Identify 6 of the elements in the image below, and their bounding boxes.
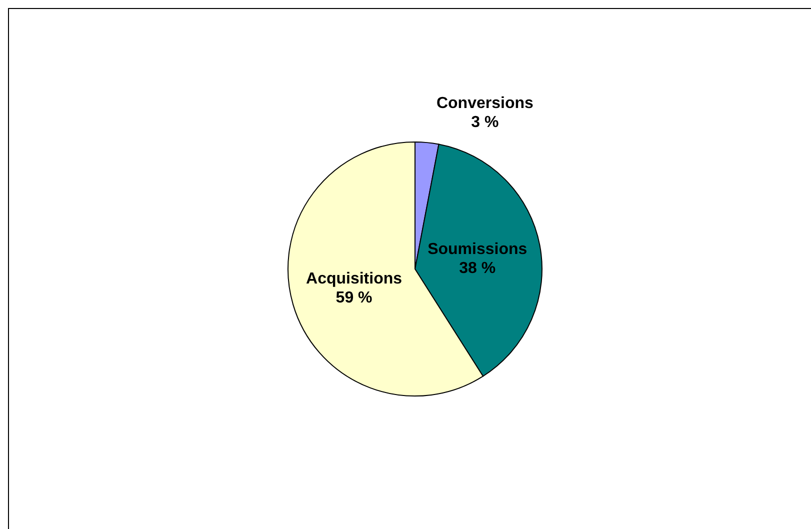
data-label: 3 % (471, 114, 499, 131)
slice-label: Soumissions (428, 240, 528, 258)
slice-label: Conversions (436, 94, 534, 112)
data-label: 38 % (459, 260, 496, 278)
slice-label: Acquisitions (306, 270, 402, 288)
data-label: 59 % (336, 290, 372, 307)
